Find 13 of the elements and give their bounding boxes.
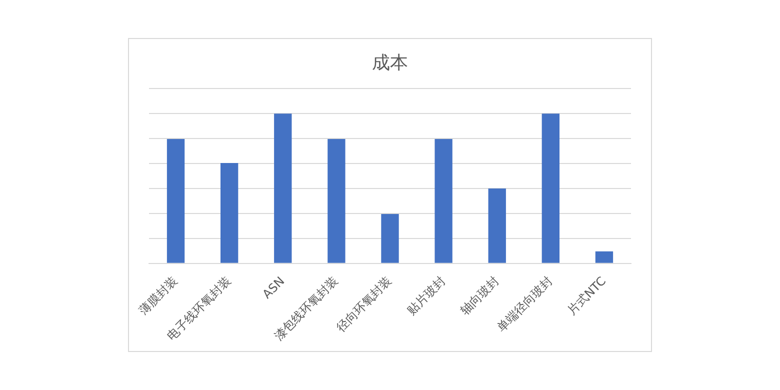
bar: [220, 163, 238, 263]
bar: [488, 188, 506, 263]
bar: [434, 139, 452, 263]
x-tick-label: 轴向玻封: [458, 274, 502, 318]
chart-title: 成本: [372, 52, 408, 74]
bar: [166, 139, 185, 263]
bar: [542, 114, 560, 263]
x-tick-label: 薄膜封装: [136, 274, 180, 318]
bar: [328, 139, 346, 263]
bar: [381, 214, 399, 263]
bar: [274, 114, 292, 263]
x-tick-label: 贴片玻封: [404, 274, 448, 318]
bar: [595, 251, 614, 263]
